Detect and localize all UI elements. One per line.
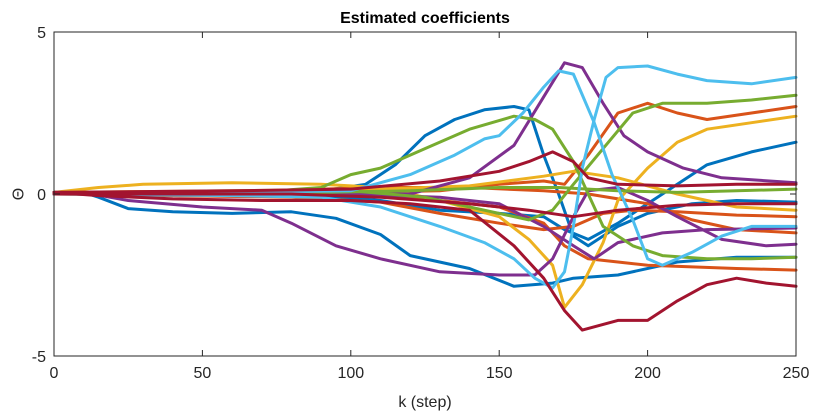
x-tick-label: 200: [634, 365, 661, 382]
series-layer: [52, 61, 798, 332]
x-tick-label: 250: [783, 365, 810, 382]
series-line-20: [52, 192, 798, 219]
series-line-8: [52, 114, 798, 309]
series-line-10: [52, 186, 798, 277]
chart-title: Estimated coefficients: [340, 10, 510, 27]
series-line-19: [52, 150, 798, 194]
series-line-13: [52, 114, 798, 261]
axes-layer: 0 50 100 150 200 250-505: [32, 25, 810, 382]
x-tick-label: 50: [194, 365, 212, 382]
series-line-17: [52, 69, 798, 267]
x-tick-label: 0: [50, 365, 59, 382]
x-tick-label: 100: [337, 365, 364, 382]
x-axis-label: k (step): [398, 394, 451, 411]
x-tick-label: 150: [486, 365, 513, 382]
series-line-16: [52, 64, 798, 290]
y-axis-label: Θ: [11, 188, 28, 200]
series-line-1: [52, 190, 798, 288]
y-tick-label: 5: [37, 25, 46, 42]
series-line-18: [52, 190, 798, 332]
y-tick-label: 0: [37, 187, 46, 204]
y-tick-label: -5: [32, 349, 46, 366]
